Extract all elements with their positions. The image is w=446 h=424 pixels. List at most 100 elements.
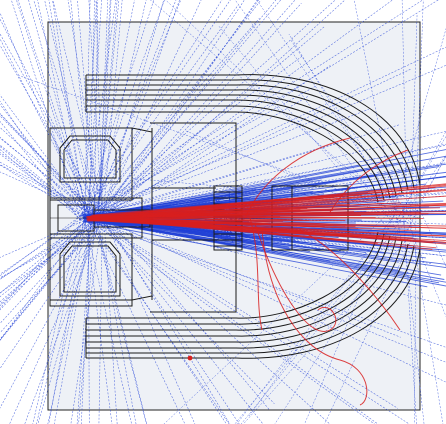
end-cap-octagons bbox=[49, 127, 133, 307]
upper-return-yoke bbox=[85, 74, 421, 203]
neutral-track bbox=[403, 154, 446, 237]
neutral-track bbox=[0, 212, 96, 294]
neutral-track bbox=[94, 217, 445, 280]
neutral-track bbox=[79, 109, 369, 220]
neutral-track bbox=[97, 0, 111, 220]
neutral-track bbox=[409, 13, 418, 228]
charged-track bbox=[98, 220, 446, 237]
neutral-track bbox=[98, 220, 407, 275]
neutral-track bbox=[81, 4, 239, 221]
neutral-track bbox=[83, 17, 260, 220]
neutral-track bbox=[89, 172, 420, 222]
neutral-track bbox=[0, 94, 95, 222]
neutral-track bbox=[48, 0, 86, 215]
charged-track-curl bbox=[249, 217, 263, 331]
charged-track bbox=[101, 215, 424, 220]
neutral-track bbox=[89, 0, 282, 222]
neutral-track bbox=[100, 220, 243, 239]
neutral-track bbox=[84, 215, 113, 424]
neutral-track bbox=[37, 212, 100, 424]
charged-track bbox=[88, 219, 412, 242]
neutral-track bbox=[93, 0, 177, 214]
neutral-track bbox=[95, 0, 104, 220]
neutral-track bbox=[0, 212, 84, 309]
neutral-track bbox=[89, 55, 303, 214]
neutral-track bbox=[84, 192, 446, 216]
neutral-track bbox=[92, 216, 147, 424]
charged-track-layer bbox=[85, 137, 446, 406]
neutral-track bbox=[0, 18, 100, 215]
neutral-track bbox=[0, 221, 103, 334]
neutral-track bbox=[90, 0, 135, 217]
detector-geometry bbox=[49, 74, 421, 359]
neutral-track bbox=[24, 212, 105, 424]
neutral-track bbox=[415, 0, 424, 214]
neutral-track bbox=[85, 65, 446, 217]
neutral-track bbox=[54, 216, 94, 424]
neutral-track bbox=[101, 0, 346, 222]
neutral-track bbox=[89, 0, 95, 213]
neutral-track bbox=[82, 212, 230, 424]
neutral-track bbox=[218, 26, 392, 233]
neutral-track bbox=[89, 130, 446, 216]
neutral-track bbox=[0, 144, 87, 216]
neutral-track bbox=[86, 214, 410, 424]
neutral-track bbox=[97, 215, 264, 424]
neutral-track bbox=[0, 161, 104, 218]
neutral-track bbox=[88, 124, 400, 219]
neutral-track bbox=[103, 0, 296, 218]
charged-track bbox=[99, 218, 359, 229]
neutral-track bbox=[100, 68, 411, 215]
neutral-track bbox=[76, 219, 92, 424]
neutral-track bbox=[417, 204, 446, 268]
charged-track-curl bbox=[299, 229, 401, 331]
neutral-track bbox=[95, 144, 446, 213]
neutral-track bbox=[89, 166, 420, 218]
charged-track bbox=[87, 219, 446, 237]
neutral-track bbox=[84, 46, 446, 219]
neutral-track bbox=[86, 214, 401, 338]
charged-track bbox=[89, 218, 271, 223]
charged-track-curl bbox=[261, 229, 368, 406]
neutral-track bbox=[52, 0, 86, 215]
charged-track-curl bbox=[254, 223, 337, 332]
neutral-track bbox=[81, 212, 92, 424]
neutral-track bbox=[102, 217, 446, 383]
neutral-track bbox=[150, 0, 410, 222]
neutral-track bbox=[70, 0, 94, 222]
charged-track bbox=[91, 198, 283, 216]
neutral-track bbox=[87, 0, 102, 222]
neutral-track bbox=[0, 44, 98, 216]
neutral-track bbox=[83, 0, 97, 214]
neutral-track bbox=[407, 221, 446, 318]
charged-track-curl bbox=[244, 137, 351, 219]
neutral-track bbox=[96, 0, 277, 218]
neutral-track bbox=[80, 213, 446, 306]
neutral-track bbox=[94, 0, 262, 213]
isolated-hit bbox=[187, 355, 193, 361]
neutral-track bbox=[0, 100, 81, 222]
neutral-track bbox=[82, 220, 428, 288]
neutral-track bbox=[101, 0, 259, 214]
neutral-track bbox=[0, 217, 101, 341]
neutral-track bbox=[96, 0, 393, 217]
neutral-track bbox=[80, 217, 446, 348]
neutral-track bbox=[184, 130, 405, 223]
charged-track bbox=[90, 216, 351, 232]
neutral-track bbox=[98, 0, 245, 222]
neutral-track bbox=[98, 218, 103, 424]
neutral-track bbox=[17, 0, 90, 214]
charged-track bbox=[99, 202, 446, 217]
neutral-track bbox=[248, 215, 395, 417]
neutral-track bbox=[81, 142, 340, 219]
neutral-track bbox=[94, 0, 99, 222]
neutral-track bbox=[32, 215, 82, 424]
neutral-track bbox=[80, 85, 318, 217]
neutral-track bbox=[0, 113, 96, 216]
neutral-track bbox=[0, 38, 89, 214]
neutral-track bbox=[401, 0, 408, 212]
neutral-track bbox=[11, 0, 81, 220]
neutral-track bbox=[47, 213, 94, 424]
charged-track bbox=[96, 212, 382, 216]
